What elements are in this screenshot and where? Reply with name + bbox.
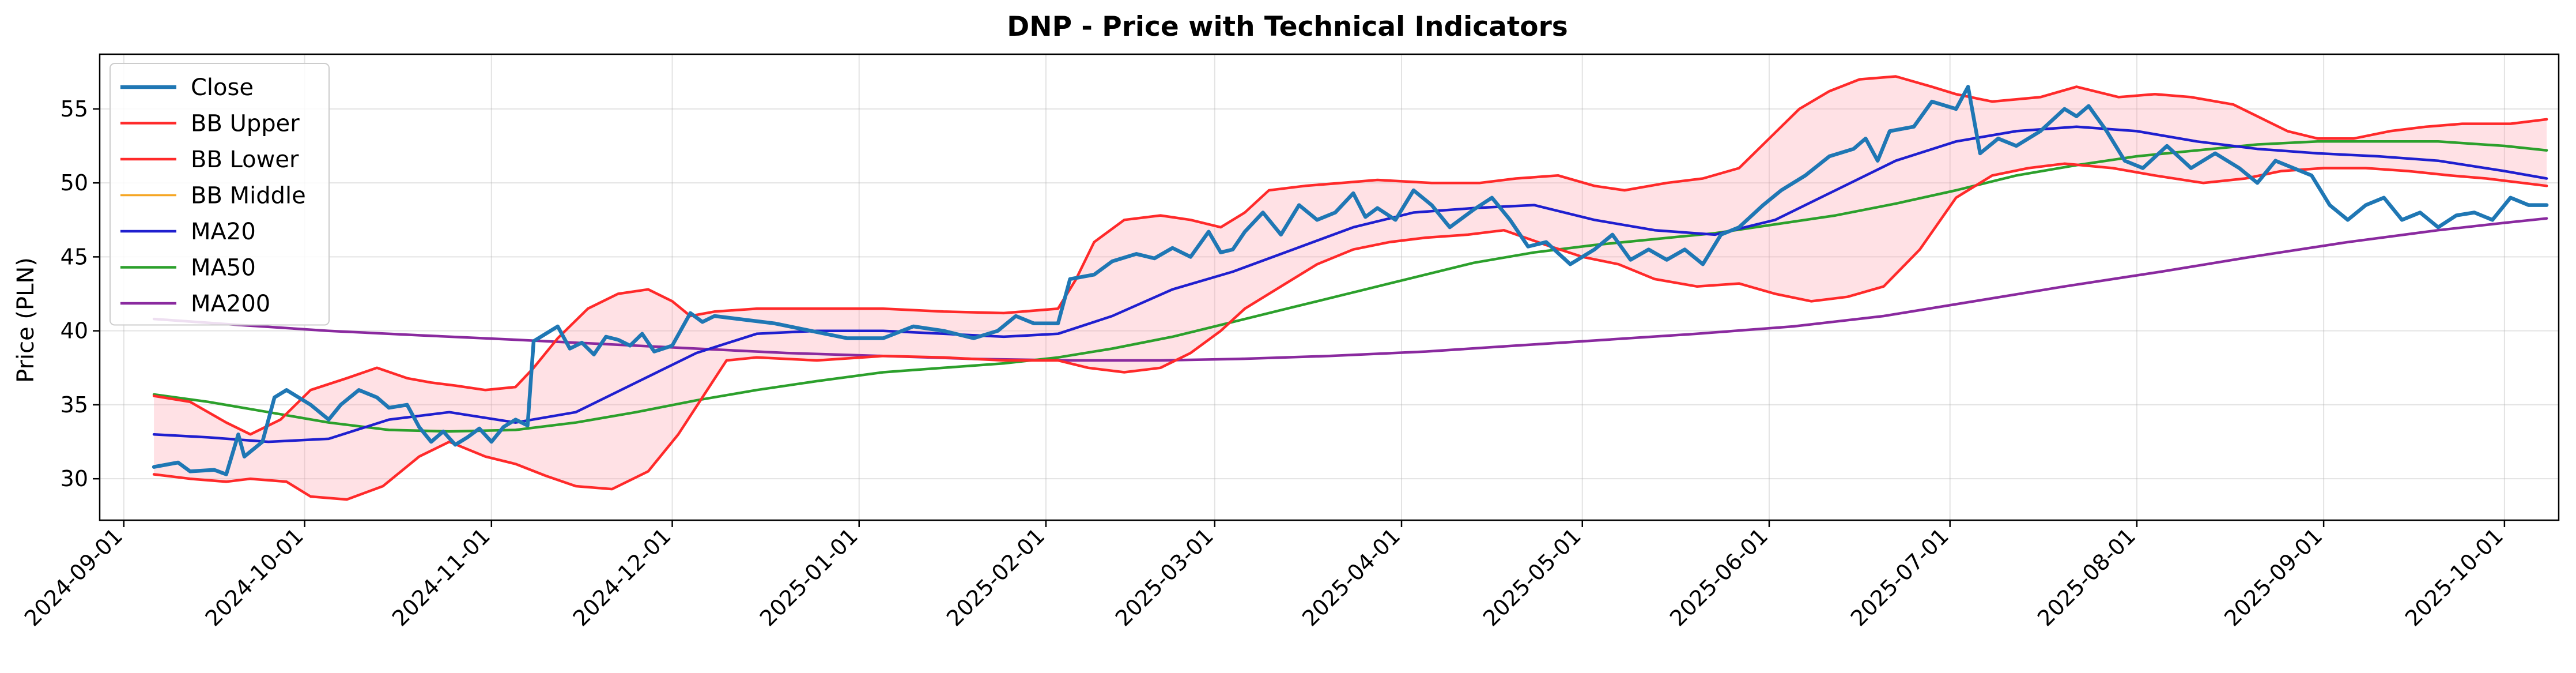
chart-title: DNP - Price with Technical Indicators: [1007, 11, 1568, 43]
series-line-bb-upper: [152, 75, 2548, 436]
bollinger-band-area: [154, 76, 2547, 500]
y-tick-label: 55: [61, 96, 88, 122]
grid-layer: [100, 54, 2559, 520]
legend-label: BB Middle: [191, 183, 306, 209]
legend-label: MA50: [191, 255, 256, 281]
plot-frame: [99, 53, 2560, 521]
y-tick-label: 50: [61, 170, 88, 195]
series-layer: [152, 75, 2549, 501]
legend-box: [109, 63, 330, 326]
legend-label: BB Upper: [191, 111, 300, 137]
legend-label: MA200: [191, 291, 270, 317]
y-tick-label: 30: [61, 466, 88, 491]
series-line-ma200: [152, 217, 2548, 362]
y-tick-label: 35: [61, 392, 88, 418]
bollinger-band-fill: [154, 76, 2547, 500]
legend-label: BB Lower: [191, 146, 299, 173]
y-axis-label: Price (PLN): [13, 257, 39, 383]
series-line-close: [152, 85, 2549, 476]
y-tick-label: 40: [61, 318, 88, 344]
legend: Close BB Upper BB Lower BB Middle MA20 MA50 MA…: [109, 63, 330, 326]
series-line-ma20: [152, 125, 2548, 443]
series-line-bb-lower: [152, 162, 2548, 501]
legend-label: MA20: [191, 219, 256, 245]
legend-label: Close: [191, 74, 254, 101]
y-axis: 30 35 40 45 50 55: [61, 96, 100, 491]
y-tick-label: 45: [61, 244, 88, 269]
